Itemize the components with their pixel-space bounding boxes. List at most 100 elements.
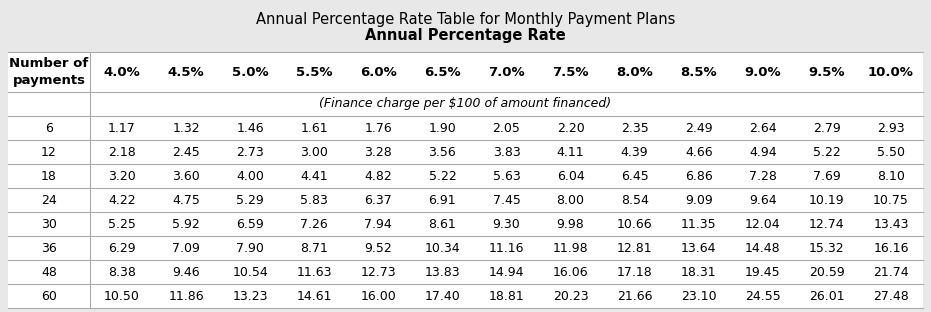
Text: 2.73: 2.73 <box>236 145 264 158</box>
Text: 1.46: 1.46 <box>236 121 264 134</box>
Text: Annual Percentage Rate: Annual Percentage Rate <box>365 28 566 43</box>
Bar <box>8 52 923 308</box>
Text: 5.83: 5.83 <box>301 193 329 207</box>
Text: 10.34: 10.34 <box>425 241 460 255</box>
Text: 11.86: 11.86 <box>169 290 204 303</box>
Text: 21.66: 21.66 <box>617 290 653 303</box>
Text: 10.66: 10.66 <box>617 217 653 231</box>
Text: 1.76: 1.76 <box>364 121 392 134</box>
Text: (Finance charge per $100 of amount financed): (Finance charge per $100 of amount finan… <box>319 97 612 110</box>
Text: 3.28: 3.28 <box>364 145 392 158</box>
Text: 5.92: 5.92 <box>172 217 200 231</box>
Text: 10.19: 10.19 <box>809 193 844 207</box>
Text: 2.79: 2.79 <box>813 121 841 134</box>
Text: 27.48: 27.48 <box>873 290 909 303</box>
Text: 6.29: 6.29 <box>108 241 136 255</box>
Text: 5.22: 5.22 <box>813 145 841 158</box>
Text: 4.94: 4.94 <box>749 145 776 158</box>
Text: 1.17: 1.17 <box>108 121 136 134</box>
Text: 8.54: 8.54 <box>621 193 649 207</box>
Text: 13.43: 13.43 <box>873 217 909 231</box>
Text: 18.31: 18.31 <box>681 266 717 279</box>
Text: 16.16: 16.16 <box>873 241 909 255</box>
Text: 30: 30 <box>41 217 57 231</box>
Text: 2.35: 2.35 <box>621 121 649 134</box>
Text: 4.82: 4.82 <box>364 169 392 183</box>
Text: 5.22: 5.22 <box>428 169 456 183</box>
Text: 5.50: 5.50 <box>877 145 905 158</box>
Text: 7.5%: 7.5% <box>552 66 588 79</box>
Text: 4.5%: 4.5% <box>168 66 205 79</box>
Text: Number of
payments: Number of payments <box>9 57 88 87</box>
Text: 10.54: 10.54 <box>233 266 268 279</box>
Text: 8.00: 8.00 <box>557 193 585 207</box>
Text: 7.28: 7.28 <box>749 169 776 183</box>
Text: 9.30: 9.30 <box>492 217 520 231</box>
Text: 1.61: 1.61 <box>301 121 328 134</box>
Text: 3.00: 3.00 <box>301 145 329 158</box>
Text: 7.09: 7.09 <box>172 241 200 255</box>
Text: Annual Percentage Rate Table for Monthly Payment Plans: Annual Percentage Rate Table for Monthly… <box>256 12 675 27</box>
Text: 9.64: 9.64 <box>749 193 776 207</box>
Text: 4.00: 4.00 <box>236 169 264 183</box>
Text: 26.01: 26.01 <box>809 290 844 303</box>
Text: 3.60: 3.60 <box>172 169 200 183</box>
Text: 9.52: 9.52 <box>364 241 392 255</box>
Text: 2.45: 2.45 <box>172 145 200 158</box>
Text: 24: 24 <box>41 193 57 207</box>
Text: 23.10: 23.10 <box>681 290 717 303</box>
Text: 8.0%: 8.0% <box>616 66 653 79</box>
Text: 8.5%: 8.5% <box>681 66 717 79</box>
Text: 3.83: 3.83 <box>492 145 520 158</box>
Text: 12.73: 12.73 <box>360 266 397 279</box>
Text: 8.71: 8.71 <box>301 241 329 255</box>
Text: 4.66: 4.66 <box>685 145 712 158</box>
Text: 2.64: 2.64 <box>749 121 776 134</box>
Text: 12.74: 12.74 <box>809 217 844 231</box>
Text: 8.38: 8.38 <box>108 266 136 279</box>
Text: 7.94: 7.94 <box>364 217 392 231</box>
Text: 11.63: 11.63 <box>296 266 332 279</box>
Text: 16.00: 16.00 <box>360 290 397 303</box>
Text: 6.91: 6.91 <box>428 193 456 207</box>
Text: 10.50: 10.50 <box>104 290 140 303</box>
Text: 11.98: 11.98 <box>553 241 588 255</box>
Text: 13.64: 13.64 <box>681 241 717 255</box>
Text: 5.5%: 5.5% <box>296 66 332 79</box>
Text: 11.35: 11.35 <box>681 217 717 231</box>
Text: 1.90: 1.90 <box>428 121 456 134</box>
Text: 7.26: 7.26 <box>301 217 328 231</box>
Text: 2.18: 2.18 <box>108 145 136 158</box>
Text: 3.56: 3.56 <box>428 145 456 158</box>
Text: 3.20: 3.20 <box>108 169 136 183</box>
Text: 9.46: 9.46 <box>172 266 200 279</box>
Text: 6.37: 6.37 <box>364 193 392 207</box>
Text: 9.5%: 9.5% <box>809 66 845 79</box>
Text: 6.0%: 6.0% <box>360 66 397 79</box>
Text: 20.23: 20.23 <box>553 290 588 303</box>
Text: 9.0%: 9.0% <box>745 66 781 79</box>
Text: 4.0%: 4.0% <box>103 66 141 79</box>
Text: 7.69: 7.69 <box>813 169 841 183</box>
Text: 17.40: 17.40 <box>425 290 460 303</box>
Text: 6: 6 <box>45 121 53 134</box>
Text: 10.75: 10.75 <box>873 193 909 207</box>
Text: 2.93: 2.93 <box>877 121 905 134</box>
Text: 4.75: 4.75 <box>172 193 200 207</box>
Text: 4.39: 4.39 <box>621 145 649 158</box>
Text: 15.32: 15.32 <box>809 241 844 255</box>
Text: 36: 36 <box>41 241 57 255</box>
Text: 1.32: 1.32 <box>172 121 200 134</box>
Text: 13.23: 13.23 <box>233 290 268 303</box>
Text: 60: 60 <box>41 290 57 303</box>
Text: 20.59: 20.59 <box>809 266 844 279</box>
Text: 18: 18 <box>41 169 57 183</box>
Text: 17.18: 17.18 <box>616 266 653 279</box>
Text: 4.11: 4.11 <box>557 145 585 158</box>
Text: 12.04: 12.04 <box>745 217 780 231</box>
Text: 48: 48 <box>41 266 57 279</box>
Text: 5.25: 5.25 <box>108 217 136 231</box>
Text: 7.90: 7.90 <box>236 241 264 255</box>
Text: 4.22: 4.22 <box>108 193 136 207</box>
Text: 6.5%: 6.5% <box>425 66 461 79</box>
